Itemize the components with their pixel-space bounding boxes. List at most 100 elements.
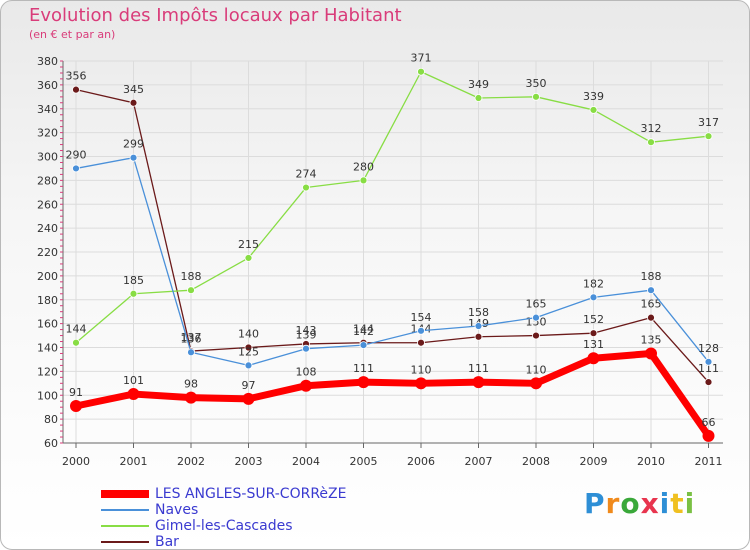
data-label: 101 xyxy=(123,374,144,387)
x-tick-label: 2008 xyxy=(522,455,550,468)
data-point xyxy=(589,293,598,302)
x-tick-label: 2004 xyxy=(292,455,320,468)
data-label: 371 xyxy=(411,52,432,65)
data-point xyxy=(359,176,368,185)
data-label: 165 xyxy=(641,298,662,311)
data-point xyxy=(129,153,138,162)
y-tick-label: 160 xyxy=(37,318,58,331)
data-label: 144 xyxy=(66,323,87,336)
data-point xyxy=(357,376,370,389)
data-point xyxy=(647,313,655,322)
y-tick-label: 120 xyxy=(37,365,58,378)
data-label: 108 xyxy=(296,366,317,379)
series-line-3 xyxy=(75,89,709,383)
series-line-0 xyxy=(75,349,712,438)
data-point xyxy=(187,348,195,357)
data-point xyxy=(704,378,713,387)
data-label: 356 xyxy=(66,70,87,83)
legend-label: LES ANGLES-SUR-CORRèZE xyxy=(155,486,347,502)
data-point xyxy=(589,329,598,338)
data-label: 345 xyxy=(123,83,144,96)
data-point xyxy=(72,164,80,173)
y-tick-label: 380 xyxy=(37,55,58,68)
x-tick-label: 2002 xyxy=(177,455,205,468)
data-label: 312 xyxy=(641,122,662,135)
y-tick-label: 200 xyxy=(37,270,58,283)
data-label: 97 xyxy=(242,379,256,392)
logo-letter: i xyxy=(659,487,671,520)
data-point xyxy=(417,338,425,347)
data-point xyxy=(244,361,253,370)
y-tick-label: 340 xyxy=(37,103,58,116)
logo-letter: x xyxy=(640,487,660,520)
logo-letter: P xyxy=(584,487,606,520)
data-point xyxy=(474,322,483,330)
legend-label: Gimel-les-Cascades xyxy=(155,518,293,534)
data-point xyxy=(474,94,483,102)
data-label: 188 xyxy=(641,270,662,283)
y-tick-label: 220 xyxy=(37,246,58,259)
data-label: 111 xyxy=(468,362,489,375)
chart-title: Evolution des Impôts locaux par Habitant xyxy=(29,5,402,26)
data-point xyxy=(417,326,425,335)
logo-letter: r xyxy=(605,487,621,520)
data-label: 152 xyxy=(583,313,604,326)
data-label: 215 xyxy=(238,238,259,251)
logo-letter: i xyxy=(684,487,696,520)
data-point xyxy=(647,138,655,147)
data-label: 128 xyxy=(698,342,719,355)
x-tick-label: 2005 xyxy=(350,455,378,468)
data-label: 280 xyxy=(353,160,374,173)
data-point xyxy=(244,343,253,352)
data-label: 182 xyxy=(583,277,604,290)
data-label: 290 xyxy=(66,148,87,161)
data-label: 131 xyxy=(583,338,604,351)
data-point xyxy=(530,377,542,390)
data-label: 98 xyxy=(184,378,198,391)
series-line-1 xyxy=(75,157,710,367)
y-tick-label: 80 xyxy=(44,413,58,426)
data-point xyxy=(127,388,140,401)
legend-swatch xyxy=(101,525,149,527)
data-label: 66 xyxy=(702,416,716,429)
data-label: 143 xyxy=(296,324,317,337)
x-tick-label: 2011 xyxy=(695,455,723,468)
y-tick-label: 240 xyxy=(37,222,58,235)
data-label: 339 xyxy=(583,90,604,103)
data-point xyxy=(702,429,715,442)
data-point xyxy=(300,379,312,392)
data-label: 111 xyxy=(698,362,719,375)
y-tick-label: 280 xyxy=(37,174,58,187)
data-point xyxy=(129,98,138,107)
data-point xyxy=(532,92,540,101)
data-point xyxy=(417,67,425,76)
data-label: 125 xyxy=(238,345,259,358)
x-tick-label: 2006 xyxy=(407,455,435,468)
data-label: 91 xyxy=(69,386,83,399)
proxiti-logo: Proxiti xyxy=(584,487,695,520)
data-label: 317 xyxy=(698,116,719,129)
y-tick-label: 320 xyxy=(37,127,58,140)
data-label: 350 xyxy=(526,77,547,90)
data-point xyxy=(70,399,82,412)
data-label: 188 xyxy=(181,270,202,283)
data-label: 144 xyxy=(353,323,374,336)
data-point xyxy=(72,85,80,94)
data-point xyxy=(302,183,310,192)
logo-letter: t xyxy=(670,487,685,520)
x-tick-label: 2007 xyxy=(465,455,493,468)
series-line-2 xyxy=(75,71,709,344)
data-point xyxy=(242,392,255,405)
data-label: 110 xyxy=(526,363,547,376)
legend-label: Bar xyxy=(155,534,179,550)
logo-letter: o xyxy=(620,487,641,520)
data-label: 158 xyxy=(468,306,489,319)
data-label: 110 xyxy=(411,363,432,376)
data-point xyxy=(587,352,600,365)
data-label: 136 xyxy=(181,332,202,345)
data-label: 142 xyxy=(353,325,374,338)
data-point xyxy=(187,286,195,295)
data-point xyxy=(302,344,310,353)
